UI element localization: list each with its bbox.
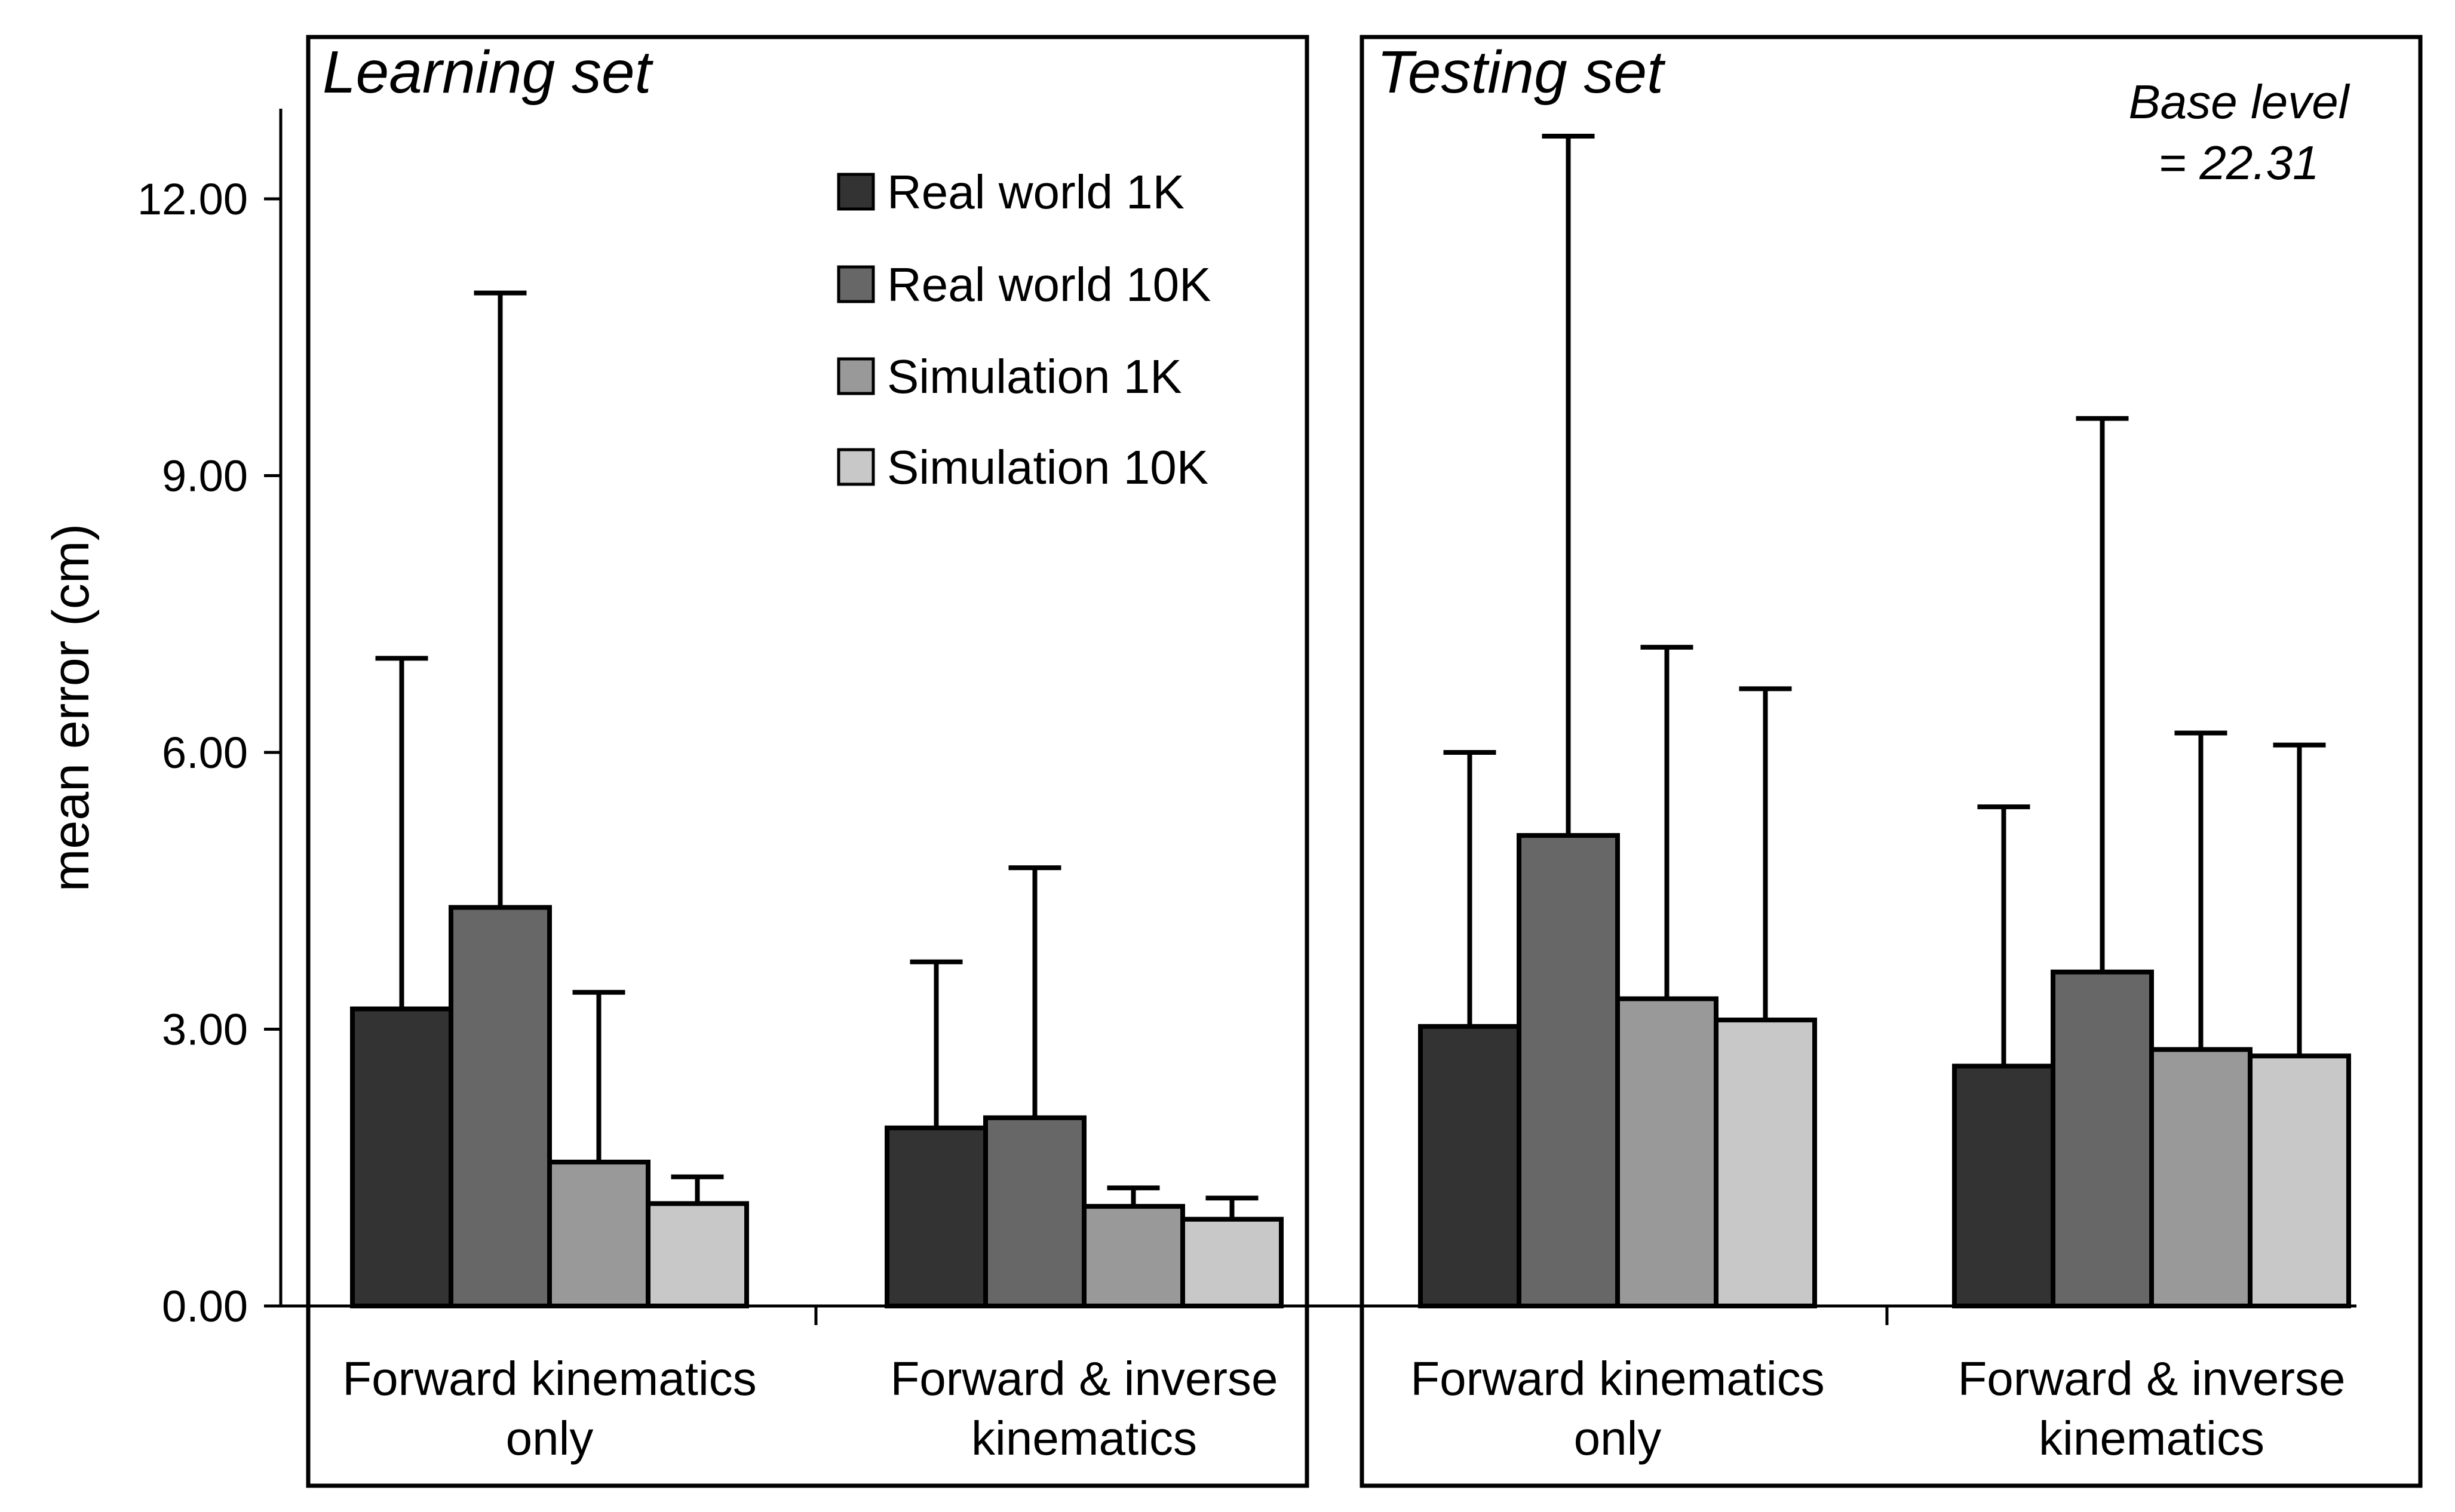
base-level-annotation: Base level bbox=[2128, 75, 2350, 128]
category-label: kinematics bbox=[971, 1412, 1197, 1465]
y-axis-title: mean error (cm) bbox=[42, 524, 100, 892]
category-label: only bbox=[506, 1412, 594, 1465]
bar bbox=[2149, 1047, 2253, 1308]
y-tick-label: 9.00 bbox=[162, 451, 248, 501]
panel-frame bbox=[306, 35, 1309, 1488]
legend-swatch bbox=[837, 173, 875, 211]
legend-swatch bbox=[837, 357, 875, 395]
bar bbox=[1082, 1204, 1185, 1309]
category-label: kinematics bbox=[2039, 1412, 2264, 1465]
legend-label: Real world 1K bbox=[887, 165, 1184, 219]
y-tick-label: 12.00 bbox=[137, 174, 248, 224]
bar bbox=[646, 1201, 749, 1308]
bar bbox=[2051, 969, 2154, 1308]
bar bbox=[350, 1006, 453, 1308]
bar bbox=[885, 1125, 988, 1308]
category-label: only bbox=[1574, 1412, 1662, 1465]
legend-label: Real world 10K bbox=[887, 258, 1211, 311]
y-tick-label: 0.00 bbox=[162, 1281, 248, 1331]
bar bbox=[547, 1159, 650, 1308]
panel-frame bbox=[1360, 35, 2423, 1488]
legend-label: Simulation 1K bbox=[887, 350, 1182, 403]
bar bbox=[1517, 833, 1620, 1309]
y-tick-label: 3.00 bbox=[162, 1005, 248, 1055]
base-level-value: = 22.31 bbox=[2158, 136, 2319, 189]
bar bbox=[1952, 1064, 2055, 1309]
bar bbox=[1615, 996, 1718, 1308]
y-tick-label: 6.00 bbox=[162, 728, 248, 777]
bar bbox=[449, 905, 552, 1309]
category-label: Forward kinematics bbox=[1410, 1352, 1825, 1405]
bar bbox=[1714, 1018, 1817, 1309]
panel-title: Learning set bbox=[323, 39, 654, 106]
legend-label: Simulation 10K bbox=[887, 441, 1208, 494]
legend-swatch bbox=[837, 265, 875, 303]
bar bbox=[1180, 1216, 1284, 1309]
bar bbox=[1418, 1024, 1521, 1308]
bar bbox=[2248, 1053, 2351, 1309]
bar bbox=[983, 1115, 1087, 1308]
legend-swatch bbox=[837, 448, 875, 486]
category-label: Forward kinematics bbox=[342, 1352, 757, 1405]
category-label: Forward & inverse bbox=[890, 1352, 1278, 1405]
panel-title: Testing set bbox=[1377, 39, 1666, 106]
category-label: Forward & inverse bbox=[1957, 1352, 2345, 1405]
